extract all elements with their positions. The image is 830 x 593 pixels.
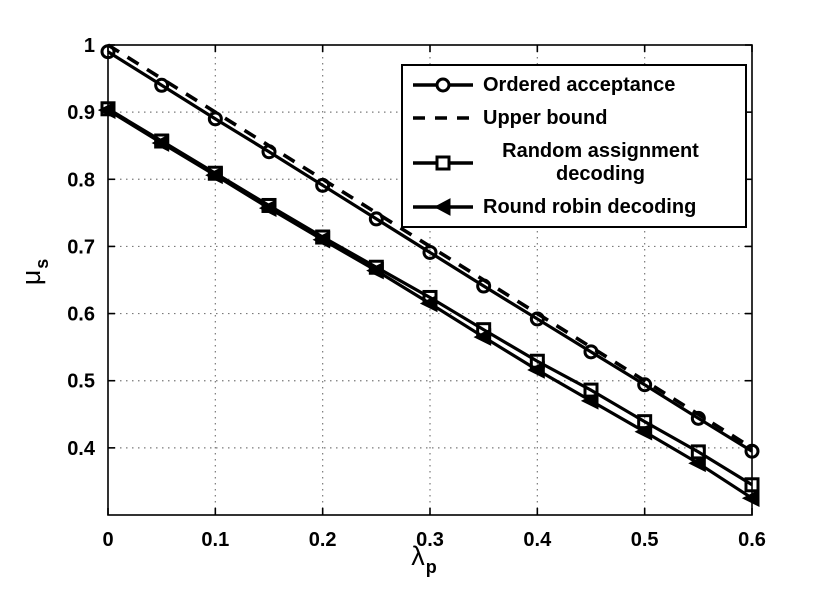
legend-label: Ordered acceptance <box>483 73 676 96</box>
legend-box: Ordered acceptance Upper bound Random as… <box>401 64 747 228</box>
x-tick-label: 0.6 <box>738 529 766 551</box>
x-tick-label: 0.1 <box>201 529 229 551</box>
x-tick-label: 0.2 <box>309 529 337 551</box>
y-tick-label: 0.5 <box>67 371 95 393</box>
marker-circle <box>529 311 545 327</box>
series-line-0 <box>107 50 753 453</box>
marker-circle <box>100 44 116 60</box>
marker-circle <box>583 344 599 360</box>
marker-triangle-left <box>258 199 277 217</box>
marker-circle <box>744 443 760 459</box>
x-tick-label: 0 <box>102 529 113 551</box>
x-tick-label: 0.5 <box>631 529 659 551</box>
legend-item-upper-bound: Upper bound <box>403 107 745 129</box>
marker-triangle-left <box>205 166 223 185</box>
y-tick-label: 0.6 <box>67 304 95 326</box>
x-axis-label: λp <box>411 541 437 577</box>
y-tick-label: 0.8 <box>67 169 95 191</box>
marker-triangle-left <box>527 361 545 379</box>
legend-label: Upper bound <box>483 106 608 129</box>
marker-circle <box>690 410 706 426</box>
marker-square <box>744 477 760 493</box>
x-tick-label: 0.3 <box>416 529 444 551</box>
y-tick-label: 0.4 <box>67 438 96 460</box>
marker-circle <box>315 177 331 193</box>
y-tick-label: 0.9 <box>67 102 95 124</box>
marker-triangle-left <box>312 230 331 249</box>
y-tick-label: 0.7 <box>67 236 95 258</box>
legend-item-round-robin: Round robin decoding <box>403 196 745 218</box>
dashed-line-icon <box>413 116 473 120</box>
y-axis-label: μs <box>16 259 52 286</box>
marker-triangle-left <box>366 261 384 280</box>
marker-circle <box>476 278 492 294</box>
marker-circle <box>368 211 384 227</box>
marker-triangle-left <box>97 101 116 119</box>
x-tick-label: 0.4 <box>523 529 552 551</box>
marker-triangle-left <box>741 489 760 508</box>
marker-triangle-left <box>151 134 170 152</box>
marker-triangle-left <box>688 454 706 473</box>
legend-item-ordered-acceptance: Ordered acceptance <box>403 74 745 96</box>
marker-triangle-left <box>473 328 492 346</box>
marker-circle <box>207 111 223 127</box>
legend-label: Random assignment decoding <box>502 140 699 185</box>
marker-circle <box>154 77 170 93</box>
marker-square <box>690 444 706 460</box>
legend-label: Round robin decoding <box>483 196 697 219</box>
marker-circle <box>637 377 653 393</box>
y-tick-label: 1 <box>84 35 95 57</box>
marker-triangle-left <box>580 392 599 410</box>
marker-circle <box>422 244 438 260</box>
marker-circle <box>261 144 277 160</box>
marker-triangle-left <box>419 294 438 313</box>
marker-triangle-left <box>634 422 653 441</box>
triangle-left-marker-line-icon <box>413 198 473 217</box>
circle-marker-line-icon <box>413 77 473 93</box>
square-marker-line-icon <box>413 155 473 171</box>
legend-item-random-assignment: Random assignment decoding <box>403 140 745 185</box>
